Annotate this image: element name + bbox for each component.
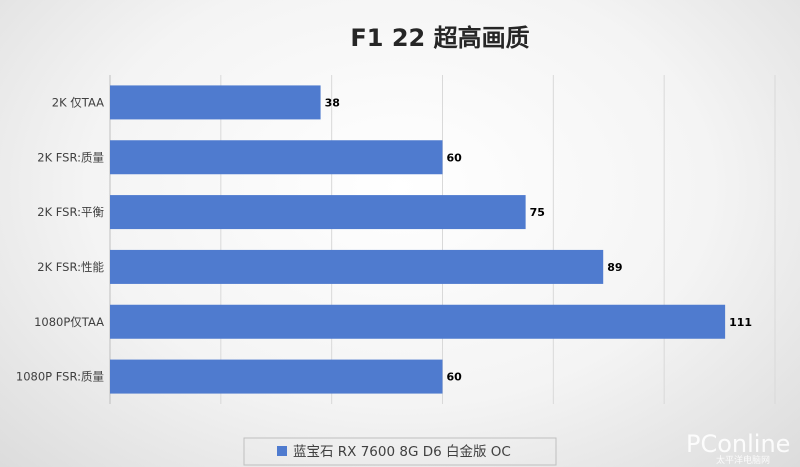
watermark-subtitle: 太平洋电脑网 <box>716 454 770 466</box>
bar <box>110 195 526 230</box>
legend-frame <box>243 437 557 466</box>
bar <box>110 249 604 284</box>
data-label: 60 <box>447 371 463 384</box>
bar <box>110 304 726 339</box>
data-label: 89 <box>607 261 622 274</box>
bar <box>110 85 321 120</box>
bar <box>110 359 443 394</box>
category-label: 1080P FSR:质量 <box>16 370 104 384</box>
data-label: 60 <box>447 151 463 164</box>
category-labels: 2K 仅TAA 2K FSR:质量 2K FSR:平衡 2K FSR:性能 1080P仅… <box>16 95 105 383</box>
data-label: 38 <box>325 96 340 109</box>
chart-title: F1 22 超高画质 <box>350 24 529 52</box>
legend-swatch <box>277 446 287 456</box>
legend-label: 蓝宝石 RX 7600 8G D6 白金版 OC <box>293 444 511 460</box>
data-label: 111 <box>729 316 752 329</box>
gridlines <box>109 75 776 404</box>
bar <box>110 140 443 175</box>
category-label: 1080P仅TAA <box>34 315 104 329</box>
category-label: 2K 仅TAA <box>52 95 104 109</box>
data-label: 75 <box>530 206 545 219</box>
watermark: PConline 太平洋电脑网 <box>686 430 790 466</box>
category-label: 2K FSR:性能 <box>37 260 104 274</box>
legend: 蓝宝石 RX 7600 8G D6 白金版 OC <box>243 437 557 466</box>
watermark-logo: PConline <box>686 430 790 458</box>
category-label: 2K FSR:平衡 <box>37 205 104 219</box>
value-labels: 38 60 75 89 111 60 <box>325 96 753 383</box>
bars <box>110 85 726 394</box>
category-label: 2K FSR:质量 <box>37 150 104 164</box>
